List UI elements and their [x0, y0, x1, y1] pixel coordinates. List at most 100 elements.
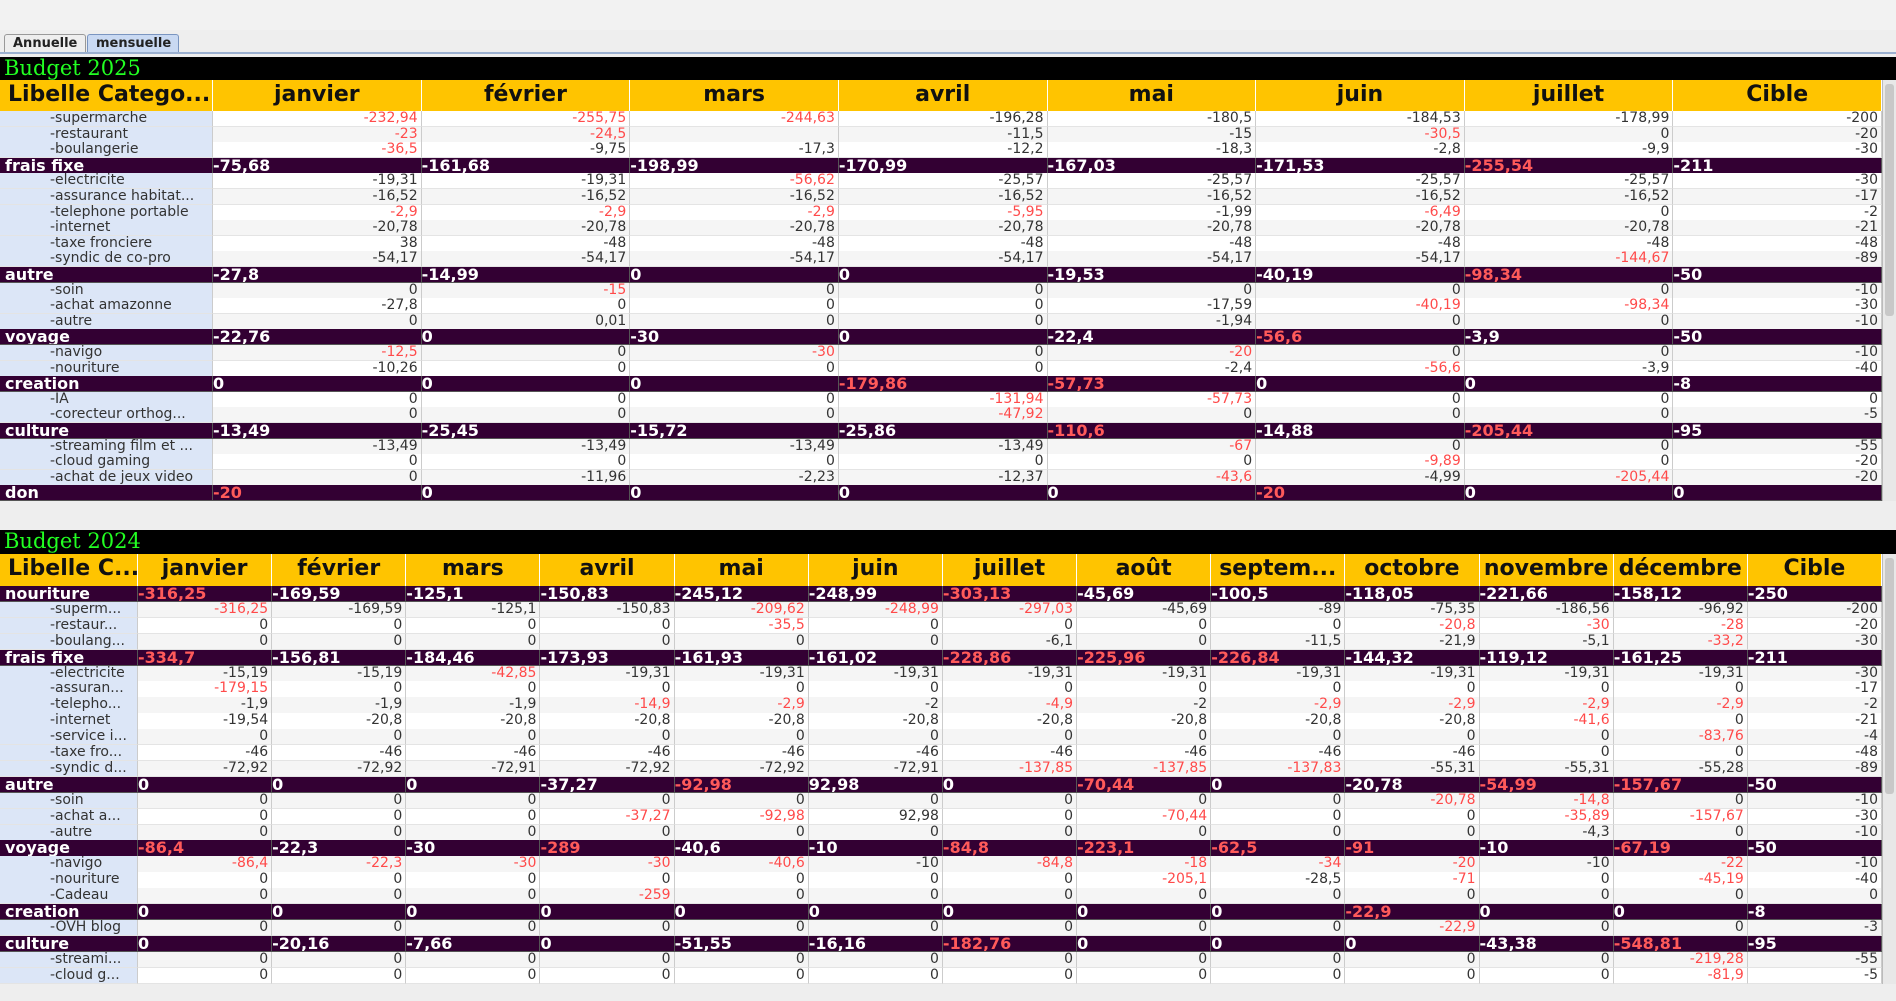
amount-cell: 0 [1345, 967, 1480, 984]
amount-cell: -1,9 [138, 697, 273, 714]
amount-cell: -47,92 [838, 407, 1048, 424]
amount-cell: 0 [540, 617, 675, 635]
amount-cell: -36,5 [213, 142, 422, 159]
scroll-thumb[interactable] [1885, 558, 1894, 795]
amount-cell: 0 [1047, 454, 1257, 471]
amount-cell: -17 [1747, 681, 1882, 698]
category-label: creation [0, 904, 138, 921]
subcategory-label: -restaurant [0, 126, 213, 143]
amount-cell: 0 [1479, 904, 1614, 921]
subcategory-label: -achat a... [0, 808, 138, 825]
amount-cell: -54,17 [213, 251, 422, 268]
amount-cell: 0 [1464, 345, 1674, 362]
category-label: frais fixe [0, 649, 138, 666]
amount-cell: -72,92 [138, 760, 273, 778]
amount-cell: -35,5 [674, 617, 809, 635]
amount-cell: -205,1 [1077, 872, 1212, 889]
amount-cell: -2,9 [1613, 697, 1748, 714]
column-header[interactable]: mai [674, 554, 809, 586]
column-header[interactable]: janvier [138, 554, 273, 586]
amount-cell: -8 [1673, 376, 1882, 393]
amount-cell: -48 [1464, 235, 1674, 252]
amount-cell: -196,28 [838, 111, 1048, 128]
amount-cell: 0 [808, 824, 943, 841]
amount-cell: 0 [1211, 951, 1346, 969]
amount-cell: -2 [808, 697, 943, 714]
amount-cell: 0 [1077, 951, 1212, 969]
amount-cell: 0 [406, 633, 541, 651]
amount-cell: 0 [1464, 282, 1674, 299]
amount-cell: -20,78 [1256, 220, 1465, 237]
column-header[interactable]: novembre [1479, 554, 1614, 586]
amount-cell: -221,66 [1479, 586, 1614, 603]
amount-cell: 0 [1479, 888, 1614, 905]
column-header[interactable]: février [421, 80, 631, 111]
amount-cell: -5,1 [1479, 633, 1614, 651]
amount-cell: 0 [1613, 713, 1748, 730]
column-header[interactable]: mars [406, 554, 541, 586]
amount-cell: -75,68 [213, 157, 422, 174]
category-label: voyage [0, 329, 213, 346]
column-header[interactable]: décembre [1613, 554, 1748, 586]
column-header[interactable]: octobre [1345, 554, 1480, 586]
amount-cell: -95 [1673, 423, 1882, 440]
amount-cell: -22,9 [1345, 904, 1480, 921]
amount-cell: -55,31 [1345, 760, 1480, 778]
amount-cell: -12,2 [838, 142, 1048, 159]
amount-cell: -3,9 [1464, 360, 1674, 377]
amount-cell: 0 [1077, 919, 1212, 937]
amount-cell: -72,92 [674, 760, 809, 778]
amount-cell: 0 [406, 967, 541, 984]
amount-cell: -9,75 [421, 142, 631, 159]
column-header[interactable]: février [272, 554, 407, 586]
amount-cell: -40 [1673, 360, 1882, 377]
amount-cell: -200 [1673, 111, 1882, 128]
amount-cell: -20 [213, 485, 422, 502]
table-title: Budget 2024 [0, 530, 1896, 554]
amount-cell: 0 [406, 904, 541, 921]
tab[interactable]: mensuelle [87, 34, 179, 52]
tab[interactable]: Annuelle [4, 34, 86, 52]
amount-cell: 0 [942, 729, 1078, 746]
amount-cell: 0 [272, 808, 407, 825]
column-header[interactable]: juillet [1464, 80, 1674, 111]
amount-cell: -255,54 [1464, 157, 1674, 174]
amount-cell: 0 [808, 967, 943, 984]
amount-cell: 0 [808, 633, 943, 651]
amount-cell: -297,03 [942, 601, 1078, 619]
column-header[interactable]: août [1077, 554, 1212, 586]
column-header[interactable]: avril [838, 80, 1048, 111]
amount-cell: -15 [1047, 126, 1257, 143]
amount-cell: 0 [1077, 617, 1212, 635]
column-header[interactable]: juin [1256, 80, 1465, 111]
amount-cell: 0 [1673, 485, 1882, 502]
amount-cell: -19,31 [942, 665, 1078, 682]
subcategory-label: -internet [0, 713, 138, 730]
column-header[interactable]: juin [808, 554, 943, 586]
amount-cell: 0 [1077, 967, 1212, 984]
column-header[interactable]: Libelle Catego... [5, 80, 213, 111]
column-header[interactable]: Cible [1747, 554, 1882, 586]
amount-cell: -14,9 [540, 697, 675, 714]
amount-cell: -71 [1345, 872, 1480, 889]
column-header[interactable]: janvier [213, 80, 422, 111]
column-header[interactable]: mai [1047, 80, 1257, 111]
column-header[interactable]: Libelle C... [5, 554, 138, 586]
amount-cell: -89 [1673, 251, 1882, 268]
column-header[interactable]: avril [540, 554, 675, 586]
amount-cell: 0 [838, 345, 1048, 362]
amount-cell: 0 [406, 888, 541, 905]
amount-cell: 0 [1077, 888, 1212, 905]
amount-cell: 0 [1464, 391, 1674, 408]
column-header[interactable]: septem... [1211, 554, 1346, 586]
column-header[interactable]: mars [630, 80, 839, 111]
amount-cell: -1,99 [1047, 204, 1257, 221]
amount-cell: -5 [1673, 407, 1882, 424]
amount-cell: -30 [1747, 633, 1882, 651]
amount-cell: -228,86 [942, 649, 1078, 666]
scroll-thumb[interactable] [1885, 84, 1894, 316]
column-header[interactable]: Cible [1673, 80, 1882, 111]
amount-cell: -30 [1479, 617, 1614, 635]
column-header[interactable]: juillet [942, 554, 1078, 586]
category-label: frais fixe [0, 157, 213, 174]
